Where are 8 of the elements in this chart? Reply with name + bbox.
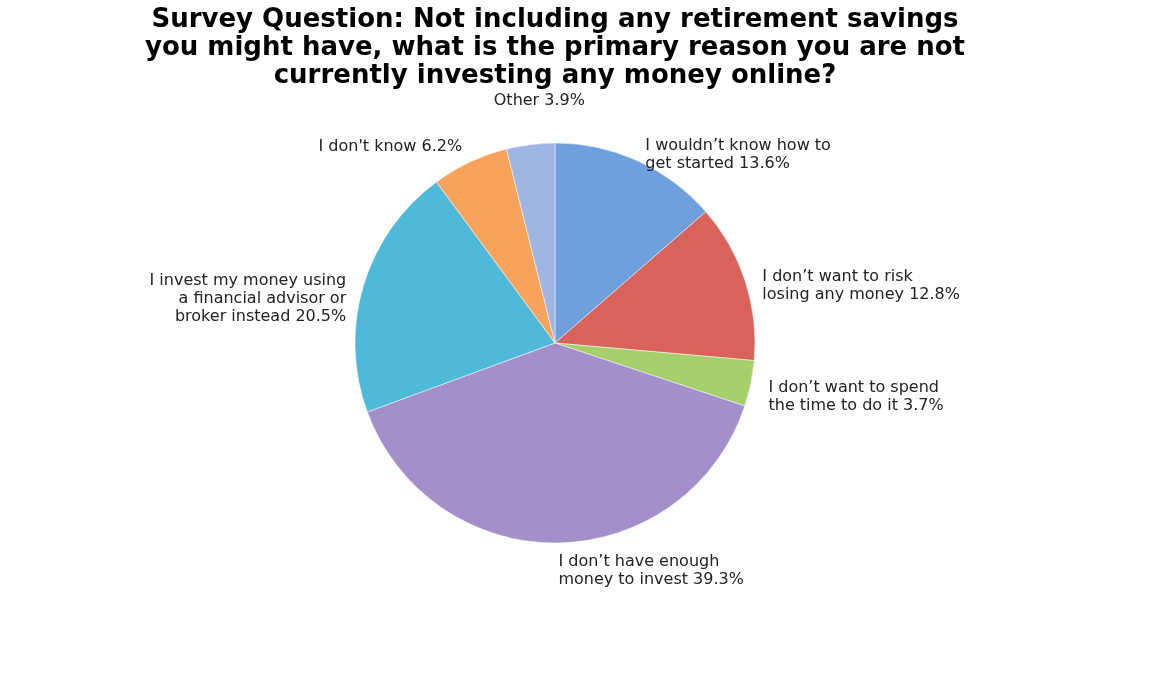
- slice-label: I don’t want to risk losing any money 12.8%: [762, 265, 960, 303]
- slice-label: I invest my money using a financial advisor or broker instead 20.5%: [149, 270, 347, 326]
- slice-label: I don’t have enough money to invest 39.3%: [558, 550, 744, 588]
- chart-title: Survey Question: Not including any retirement savings you might have, what is the primary reason you are not currently investing any money online?: [144, 2, 966, 89]
- slice-label: Other 3.9%: [493, 89, 585, 109]
- slice-label: I don’t want to spend the time to do it 3.7%: [768, 377, 944, 415]
- slice-label: I wouldn’t know how to get started 13.6%: [645, 134, 831, 172]
- slice-label: I don't know 6.2%: [318, 135, 463, 155]
